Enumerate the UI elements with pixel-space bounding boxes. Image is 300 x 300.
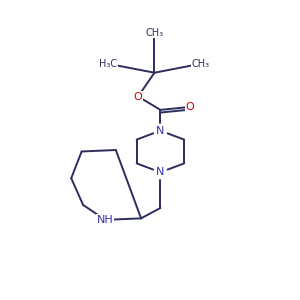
- Text: N: N: [156, 167, 165, 177]
- Text: CH₃: CH₃: [146, 28, 164, 38]
- Text: O: O: [186, 102, 194, 112]
- Text: CH₃: CH₃: [191, 59, 210, 69]
- Text: O: O: [134, 92, 142, 101]
- Text: N: N: [156, 126, 165, 136]
- Text: H₃C: H₃C: [99, 59, 118, 69]
- Text: NH: NH: [97, 215, 114, 225]
